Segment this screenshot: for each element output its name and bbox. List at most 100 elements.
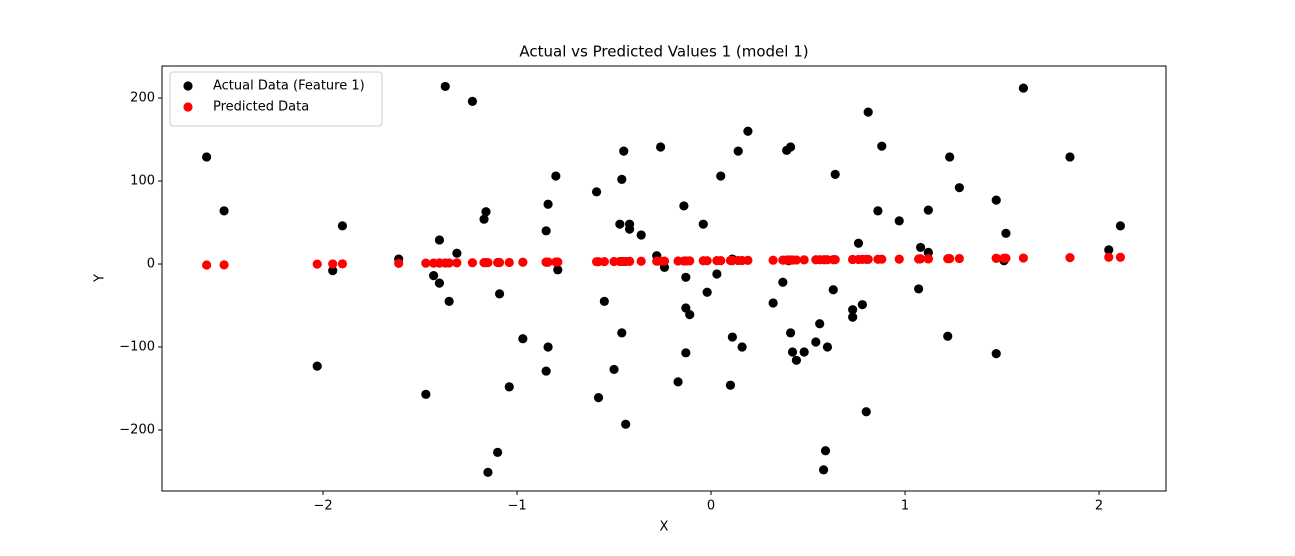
point: [799, 255, 809, 265]
point: [619, 146, 629, 156]
point: [685, 310, 695, 320]
point: [452, 248, 462, 258]
point: [617, 174, 627, 184]
legend-label: Actual Data (Feature 1): [213, 79, 365, 94]
y-tick-label: 200: [130, 91, 155, 106]
y-tick-label: −100: [119, 340, 155, 355]
point: [743, 126, 753, 136]
legend-box: [169, 71, 383, 127]
point: [541, 226, 551, 236]
point: [617, 328, 627, 338]
point: [815, 319, 825, 329]
point: [541, 366, 551, 376]
point: [873, 206, 883, 216]
point: [830, 255, 840, 265]
point: [659, 256, 670, 266]
point: [725, 380, 736, 390]
point: [599, 296, 609, 306]
point: [787, 347, 798, 357]
point: [991, 253, 1001, 263]
point: [599, 257, 609, 267]
point: [727, 332, 737, 342]
point: [681, 272, 691, 282]
x-tick-label: 2: [1095, 499, 1103, 514]
point: [818, 465, 829, 475]
legend-marker: [183, 81, 193, 91]
point: [914, 284, 924, 294]
point: [444, 258, 454, 268]
point: [791, 355, 802, 365]
point: [681, 303, 691, 313]
point: [434, 278, 445, 288]
point: [853, 238, 864, 248]
point: [1001, 228, 1011, 238]
point: [716, 171, 726, 181]
point: [624, 256, 635, 266]
point: [923, 254, 933, 264]
point: [915, 242, 926, 253]
point: [624, 219, 635, 229]
point: [394, 258, 404, 268]
point: [863, 107, 873, 117]
point: [733, 146, 743, 156]
point: [553, 257, 563, 267]
point: [799, 347, 809, 357]
point: [945, 254, 955, 264]
point: [467, 96, 478, 106]
y-tick-label: 100: [130, 174, 155, 189]
point: [421, 258, 431, 268]
point: [494, 257, 505, 268]
legend-marker: [183, 102, 193, 112]
point: [493, 447, 503, 458]
point: [743, 255, 753, 265]
point: [467, 258, 478, 268]
x-tick-label: −1: [507, 499, 526, 514]
point: [698, 219, 708, 229]
point: [863, 254, 873, 264]
plot-frame: [161, 65, 1167, 492]
point: [702, 287, 712, 297]
y-tick-label: −200: [119, 423, 155, 438]
legend-label: Predicted Data: [213, 100, 309, 115]
point: [737, 342, 747, 352]
x-tick-label: 0: [707, 499, 715, 514]
point: [434, 235, 445, 245]
y-tick-label: 0: [147, 257, 155, 272]
point: [553, 265, 563, 275]
point: [785, 142, 796, 152]
x-axis-label: X: [660, 520, 669, 535]
point: [915, 254, 926, 264]
point: [785, 328, 796, 338]
point: [768, 298, 778, 308]
point: [421, 389, 431, 399]
point: [202, 260, 212, 270]
point: [219, 206, 229, 216]
point: [1001, 253, 1011, 263]
point: [954, 253, 964, 264]
point: [768, 255, 778, 265]
point: [328, 266, 338, 276]
point: [945, 152, 955, 162]
point: [943, 331, 953, 341]
point: [848, 312, 858, 322]
point: [621, 419, 631, 429]
point: [861, 407, 871, 417]
point: [848, 305, 858, 315]
point: [615, 219, 625, 229]
point: [923, 247, 933, 257]
x-tick-label: 1: [901, 499, 909, 514]
point: [1065, 253, 1075, 263]
point: [857, 300, 867, 310]
point: [778, 277, 788, 287]
point: [518, 257, 528, 267]
point: [673, 377, 683, 387]
point: [312, 361, 322, 371]
point: [337, 221, 348, 231]
point: [954, 183, 964, 193]
point: [543, 342, 553, 352]
point: [716, 256, 726, 266]
point: [1115, 252, 1126, 262]
point: [828, 285, 838, 295]
point: [1018, 253, 1029, 263]
point: [712, 269, 722, 279]
